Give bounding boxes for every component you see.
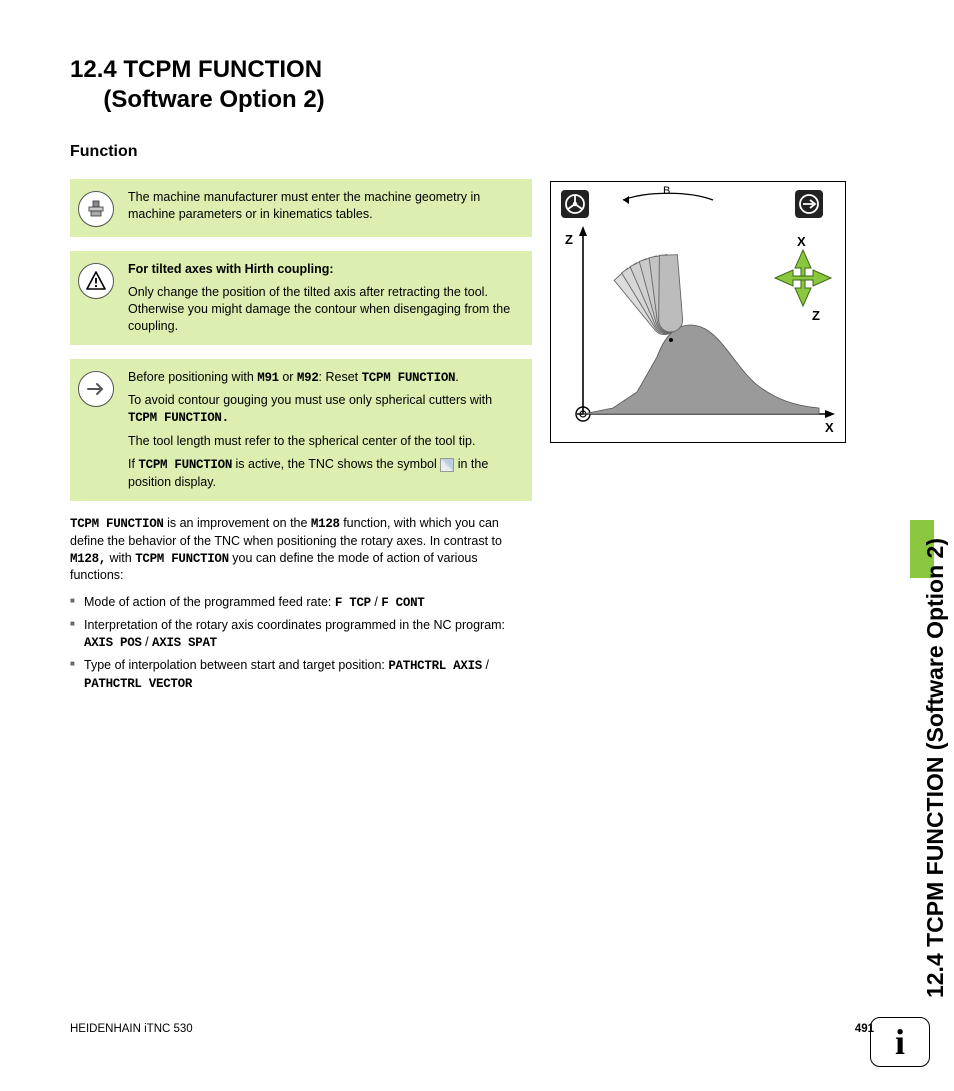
- note3-p2: To avoid contour gouging you must use on…: [128, 392, 518, 427]
- page-heading: 12.4 TCPM FUNCTION (Software Option 2): [70, 55, 884, 115]
- tcpm-figure: Z X B: [550, 181, 846, 443]
- body-paragraph: TCPM FUNCTION is an improvement on the M…: [70, 515, 532, 585]
- machine-icon: [78, 191, 114, 227]
- note2-text: Only change the position of the tilted a…: [128, 284, 518, 335]
- tcpm-symbol-icon: [440, 458, 454, 472]
- compass-z-label: Z: [812, 308, 820, 323]
- right-column: Z X B: [550, 179, 846, 443]
- side-tab-text: 12.4 TCPM FUNCTION (Software Option 2): [922, 538, 949, 998]
- list-item: Mode of action of the programmed feed ra…: [70, 594, 532, 613]
- list-item: Type of interpolation between start and …: [70, 657, 532, 694]
- info-icon: i: [870, 1017, 930, 1067]
- section-subheading: Function: [70, 143, 884, 161]
- note3-p1: Before positioning with M91 or M92: Rese…: [128, 369, 518, 387]
- note-machine-geometry: The machine manufacturer must enter the …: [70, 179, 532, 237]
- warning-icon: [78, 263, 114, 299]
- note-hirth-warning: For tilted axes with Hirth coupling: Onl…: [70, 251, 532, 345]
- compass-x-label: X: [797, 234, 806, 249]
- note1-text: The machine manufacturer must enter the …: [128, 189, 518, 223]
- bullet-list: Mode of action of the programmed feed ra…: [70, 594, 532, 694]
- side-tab: 12.4 TCPM FUNCTION (Software Option 2): [894, 50, 934, 550]
- note3-p4: If TCPM FUNCTION is active, the TNC show…: [128, 456, 518, 491]
- axis-b-label: B: [663, 185, 670, 197]
- arrow-right-icon: [78, 371, 114, 407]
- note2-title: For tilted axes with Hirth coupling:: [128, 261, 518, 278]
- note3-p3: The tool length must refer to the spheri…: [128, 433, 518, 450]
- list-item: Interpretation of the rotary axis coordi…: [70, 617, 532, 653]
- direction-arrows-icon: [775, 250, 831, 306]
- footer-product: HEIDENHAIN iTNC 530: [70, 1023, 193, 1035]
- note-tcpm-info: Before positioning with M91 or M92: Rese…: [70, 359, 532, 501]
- axis-z-label: Z: [565, 232, 573, 247]
- page-footer: HEIDENHAIN iTNC 530 491: [70, 1023, 874, 1035]
- axis-x-label: X: [825, 420, 834, 435]
- left-column: The machine manufacturer must enter the …: [70, 179, 532, 698]
